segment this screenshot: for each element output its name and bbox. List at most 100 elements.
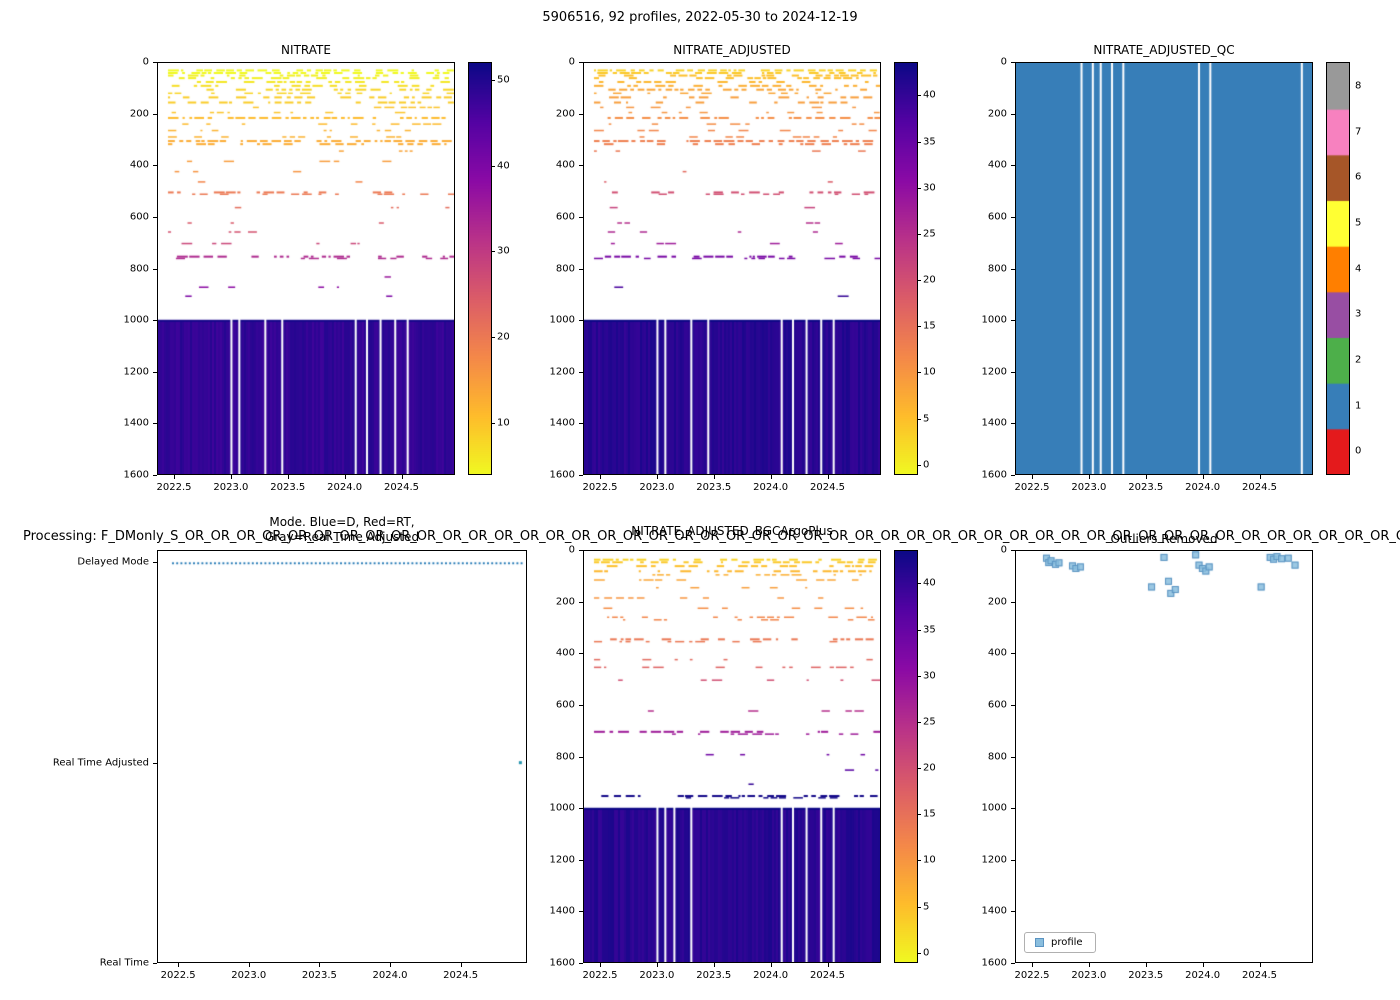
tick-mark [1088, 475, 1090, 479]
tick-mark [656, 475, 658, 479]
tick-mark [827, 963, 829, 967]
tick-mark [1011, 704, 1015, 706]
tick-mark [153, 562, 157, 564]
y-tick-label: 0 [1000, 544, 1007, 556]
y-tick-label: 1200 [981, 366, 1007, 378]
y-tick-label: 0 [568, 544, 575, 556]
colorbar-tick-label: 30 [923, 182, 936, 194]
y-tick-label: 800 [555, 263, 575, 274]
tick-mark [579, 475, 583, 476]
tick-mark [1011, 113, 1015, 115]
plot-nitrate-adjusted-qc: NITRATE_ADJUSTED_QC [1015, 43, 1313, 475]
tick-mark [153, 423, 157, 425]
tick-mark [579, 601, 583, 603]
x-tick-label: 2023.5 [696, 482, 732, 493]
x-tick-label: 2022.5 [156, 482, 192, 493]
tick-mark [153, 62, 157, 63]
y-tick-label: 1600 [123, 469, 149, 481]
tick-mark [918, 952, 921, 954]
x-tick-label: 2022.5 [160, 970, 196, 981]
colorbar-tick-label: 35 [923, 624, 936, 635]
tick-mark [1011, 653, 1015, 655]
colorbar-tick-label: 40 [923, 89, 936, 101]
y-tick-label: 1200 [549, 366, 575, 378]
bgcargoplus-colorbar [894, 550, 918, 963]
tick-mark [153, 320, 157, 322]
figure-title: 5906516, 92 profiles, 2022-05-30 to 2024… [542, 10, 858, 25]
tick-mark [1032, 475, 1034, 479]
colorbar-tick-label: 50 [497, 74, 510, 86]
x-tick-label: 2023.0 [231, 970, 267, 981]
tick-mark [153, 165, 157, 167]
tick-mark [579, 113, 583, 115]
colorbar-tick-label: 7 [1355, 126, 1362, 137]
plot-title-nitrate: NITRATE [281, 43, 331, 57]
tick-mark [1011, 475, 1015, 476]
tick-mark [153, 475, 157, 476]
tick-mark [460, 963, 462, 967]
y-tick-label: 1400 [123, 417, 149, 429]
x-tick-label: 2024.5 [1242, 970, 1278, 981]
y-tick-label: 600 [129, 211, 149, 223]
y-tick-label: 1200 [123, 366, 149, 378]
tick-mark [600, 963, 602, 967]
colorbar-tick-label: 20 [923, 762, 936, 774]
tick-mark [1011, 62, 1015, 63]
tick-mark [1202, 963, 1204, 967]
tick-mark [918, 141, 921, 143]
tick-mark [178, 963, 180, 967]
colorbar-tick-label: 10 [923, 854, 936, 866]
mode-timeline-canvas [158, 551, 526, 962]
tick-mark [918, 326, 921, 328]
tick-mark [492, 337, 495, 338]
plot-title-mode-line1: Mode. Blue=D, Red=RT, [269, 515, 415, 529]
x-tick-label: 2023.5 [1128, 482, 1164, 493]
profile-marker-icon [1035, 938, 1044, 947]
x-tick-label: 2024.0 [753, 482, 789, 493]
y-tick-label: 1200 [981, 854, 1007, 866]
y-category-label: Real Time [99, 957, 149, 969]
colorbar-tick-label: 10 [497, 417, 510, 429]
y-tick-label: 1400 [549, 905, 575, 917]
colorbar-canvas [895, 63, 917, 474]
x-tick-label: 2022.5 [1014, 970, 1050, 981]
plot-title-bgcargoplus: NITRATE_ADJUSTED_BGCArgoPlus [631, 524, 833, 538]
tick-mark [1202, 475, 1204, 479]
tick-mark [1011, 911, 1015, 913]
plot-nitrate-adjusted: NITRATE_ADJUSTED [583, 43, 881, 475]
y-tick-label: 1600 [549, 957, 575, 969]
x-tick-label: 2023.5 [1128, 970, 1164, 981]
y-tick-label: 200 [987, 108, 1007, 120]
tick-mark [153, 963, 157, 964]
tick-mark [1011, 756, 1015, 758]
tick-mark [319, 963, 321, 967]
colorbar-tick-label: 4 [1355, 263, 1362, 274]
y-tick-label: 800 [987, 263, 1007, 274]
tick-mark [1032, 963, 1034, 967]
tick-mark [713, 963, 715, 967]
tick-mark [153, 113, 157, 115]
colorbar-tick-label: 0 [923, 947, 930, 959]
y-tick-label: 1400 [981, 417, 1007, 429]
y-category-label: Real Time Adjusted [52, 757, 149, 769]
y-tick-label: 400 [555, 159, 575, 171]
plot-mode: Mode. Blue=D, Red=RT, Gray=Real Time Adj… [157, 515, 527, 963]
x-tick-label: 2023.5 [696, 970, 732, 981]
tick-mark [579, 371, 583, 373]
y-tick-label: 200 [129, 108, 149, 120]
x-tick-label: 2024.5 [1242, 482, 1278, 493]
tick-mark [918, 721, 921, 723]
tick-mark [492, 165, 495, 167]
y-tick-label: 1000 [981, 802, 1007, 814]
y-tick-label: 200 [555, 108, 575, 120]
tick-mark [579, 756, 583, 758]
colorbar-tick-label: 20 [497, 331, 510, 343]
colorbar-canvas [469, 63, 491, 474]
qc-colorbar [1326, 62, 1350, 475]
x-tick-label: 2024.0 [1185, 482, 1221, 493]
x-tick-label: 2023.0 [639, 970, 675, 981]
y-tick-label: 600 [555, 699, 575, 711]
colorbar-tick-label: 25 [923, 228, 936, 240]
x-tick-label: 2023.0 [1071, 970, 1107, 981]
